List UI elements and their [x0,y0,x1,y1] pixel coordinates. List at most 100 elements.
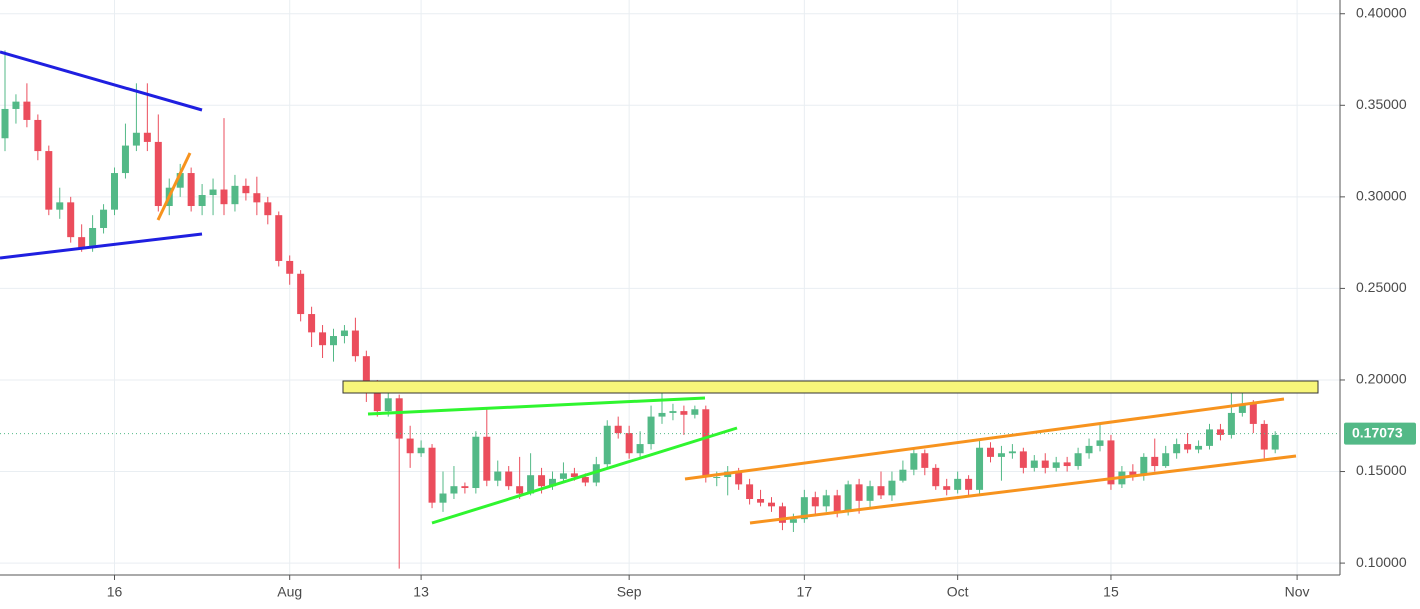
candle-body [1019,451,1027,468]
candle-body [1249,403,1257,424]
candle-body [702,409,710,478]
candle-body [899,469,907,481]
trend-line [0,50,203,112]
candle-body [100,209,108,228]
x-tick-label: Aug [277,584,302,600]
candle-body [1,108,9,139]
candle-body [888,480,896,496]
candle-body [1271,434,1279,450]
candle-body [768,502,775,507]
candle-body [494,471,502,481]
candle-body [1129,471,1137,476]
candle-body [625,433,633,454]
candle-body [472,436,480,489]
candle-body [1052,462,1060,468]
trend-line [684,397,1285,481]
candle-body [1041,460,1049,468]
candle-body [384,398,392,412]
x-tick-label: 17 [797,584,813,600]
candle-body [154,141,162,207]
candle-body [636,444,644,454]
last-price-label: 0.17073 [1352,424,1403,440]
candle-body [833,495,841,512]
candle-body [658,412,666,417]
candle-body [976,447,984,490]
candle-body [778,506,786,523]
candle-body [954,478,962,490]
drawings [0,50,1319,525]
candle-body [1008,451,1016,454]
candle-body [351,330,359,357]
candle-body [581,477,589,483]
candle-body [965,478,973,490]
candle-body [877,486,885,496]
trend-line [367,396,706,416]
y-tick-label: 0.10000 [1356,554,1407,570]
trend-line [156,152,192,221]
candle-body [187,173,195,207]
candle-body [1151,456,1159,467]
candle-body [1085,445,1093,454]
candle-body [691,409,699,415]
candle-body [253,193,261,203]
candle-body [997,453,1005,457]
candle-body [483,436,491,481]
candle-body [362,356,370,391]
candle-body [132,132,140,146]
candle-body [1195,445,1203,450]
candle-body [789,519,797,523]
candle-body [811,497,819,507]
candle-body [1140,456,1148,476]
candle-body [1107,440,1115,485]
candle-body [713,477,721,479]
last-price-tag [1344,422,1416,445]
candle-body [757,499,765,503]
candle-body [143,132,151,142]
candle-body [67,202,75,238]
candle-body [603,425,611,465]
candle-body [428,447,436,503]
candle-body [559,473,567,479]
candle-body [680,411,688,415]
candles [0,50,1340,569]
candle-body [549,478,556,487]
grid [0,0,1340,575]
candle-body [308,314,316,333]
candle-body [111,173,118,210]
x-tick-label: 16 [107,584,123,600]
candle-body [319,332,327,346]
candle-body [800,497,808,520]
candle-body [943,486,951,490]
candle-body [1030,460,1038,468]
candle-body [822,495,830,507]
candle-body [417,447,425,454]
candle-body [1227,412,1235,435]
candle-body [231,185,239,205]
candle-body [570,473,578,478]
y-tick-label: 0.15000 [1356,462,1407,478]
trend-line [0,232,203,260]
y-tick-label: 0.30000 [1356,188,1407,204]
candle-body [121,145,129,174]
candle-body [1074,453,1082,467]
candle-body [439,493,447,503]
candle-body [45,151,53,210]
candle-body [1063,462,1071,467]
candle-body [12,101,20,109]
candle-body [78,237,86,249]
candle-body [176,173,184,188]
candle-body [910,453,918,470]
candle-body [855,484,863,501]
y-tick-label: 0.25000 [1356,279,1407,295]
candle-body [1184,444,1192,450]
candle-body [198,195,206,207]
x-tick-label: 15 [1103,584,1119,600]
candle-body [1173,444,1181,454]
candle-body [56,202,64,210]
y-tick-label: 0.20000 [1356,371,1407,387]
labels: 0.10000 0.15000 0.20000 0.25000 0.30000 0.350… [107,4,1416,600]
candle-body [987,447,994,457]
candle-body [340,330,348,337]
candle-body [866,486,874,501]
